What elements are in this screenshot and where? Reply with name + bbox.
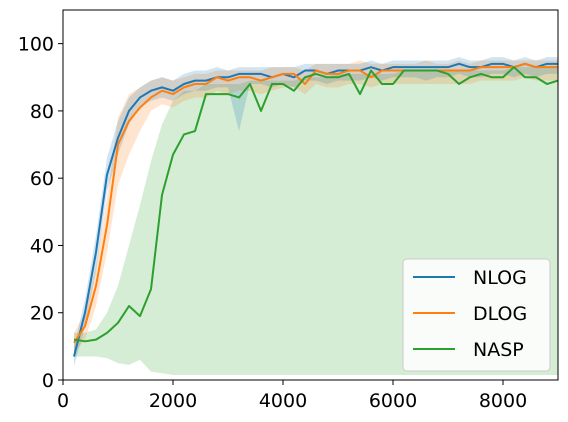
- plot-frame: [62, 9, 559, 381]
- x-tick-label: 0: [57, 390, 69, 412]
- y-tick-label: 100: [18, 34, 54, 56]
- nasp-line: [73, 66, 558, 343]
- y-tick-label: 40: [30, 235, 54, 257]
- x-tick-label: 4000: [259, 390, 307, 412]
- legend: NLOG DLOG NASP: [402, 258, 551, 372]
- y-tick-label: 20: [30, 303, 54, 325]
- x-tick-label: 2000: [149, 390, 197, 412]
- legend-box: [402, 258, 551, 372]
- series-lines: [73, 62, 558, 357]
- x-axis: 0 2000 4000 6000 8000: [57, 380, 527, 412]
- y-tick-label: 60: [30, 168, 54, 190]
- y-axis: 0 20 40 60 80 100: [18, 34, 63, 392]
- y-tick-label: 0: [42, 370, 54, 392]
- dlog-legend-label: DLOG: [473, 303, 527, 325]
- dlog-line: [73, 62, 558, 344]
- nlog-legend-label: NLOG: [473, 267, 527, 289]
- y-tick-label: 80: [30, 101, 54, 123]
- x-tick-label: 8000: [479, 390, 527, 412]
- x-tick-label: 6000: [369, 390, 417, 412]
- nasp-legend-label: NASP: [473, 339, 524, 361]
